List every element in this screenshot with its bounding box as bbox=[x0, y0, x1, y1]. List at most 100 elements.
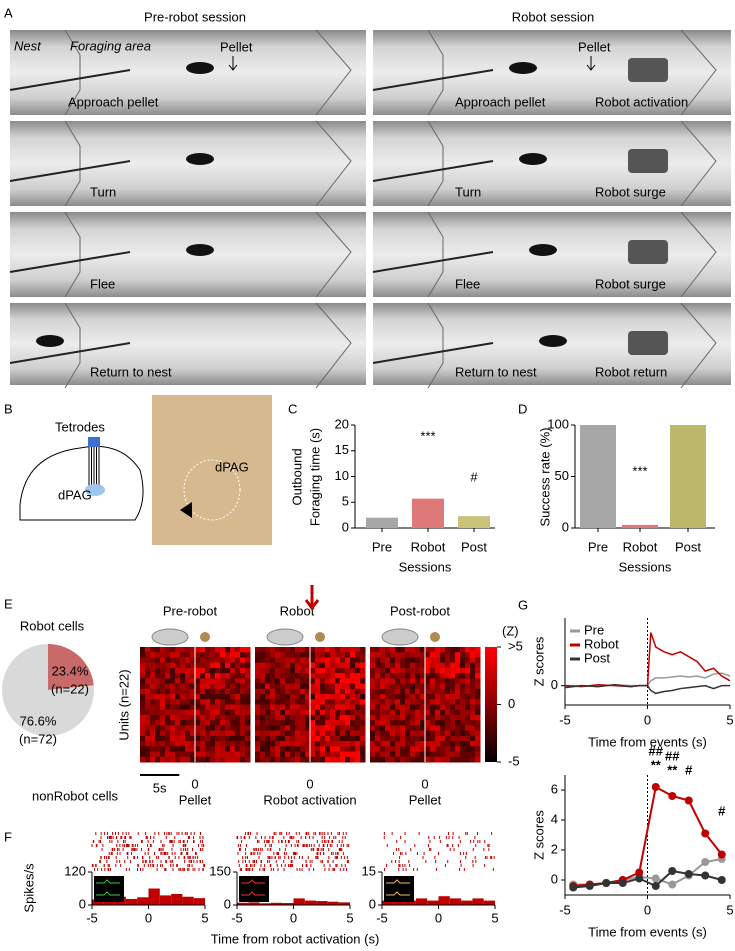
heatmap-texture bbox=[180, 688, 186, 695]
arena-wall bbox=[64, 211, 352, 298]
heatmap-texture bbox=[195, 704, 201, 711]
bar bbox=[580, 425, 616, 528]
heatmap-texture bbox=[430, 746, 436, 753]
heatmap-texture bbox=[195, 714, 201, 721]
heatmap-texture bbox=[455, 735, 461, 742]
heatmap-texture bbox=[255, 756, 261, 763]
heatmap-texture bbox=[430, 683, 436, 690]
heatmap-texture bbox=[420, 688, 426, 695]
heatmap-texture bbox=[195, 730, 201, 737]
heatmap-texture bbox=[280, 694, 286, 700]
heatmap-texture bbox=[295, 735, 301, 742]
heatmap-texture bbox=[440, 704, 446, 711]
heatmap-texture bbox=[450, 709, 456, 716]
histogram-bar bbox=[415, 898, 428, 905]
heatmap-texture bbox=[335, 667, 341, 674]
heatmap-texture bbox=[385, 751, 391, 758]
heatmap-texture bbox=[155, 725, 161, 732]
heatmap-texture bbox=[375, 694, 381, 700]
region-label: dPAG bbox=[58, 487, 92, 502]
heatmap-texture bbox=[155, 720, 161, 726]
pellet-arrow bbox=[586, 56, 596, 71]
heatmap-texture bbox=[460, 735, 466, 742]
heatmap-texture bbox=[430, 714, 436, 721]
heatmap-texture bbox=[205, 709, 211, 716]
heatmap-texture bbox=[180, 694, 186, 700]
heatmap-texture bbox=[295, 667, 301, 674]
heatmap-texture bbox=[245, 756, 251, 763]
heatmap-texture bbox=[435, 714, 441, 721]
heatmap-texture bbox=[395, 735, 401, 742]
heatmap-texture bbox=[265, 699, 271, 705]
heatmap-texture bbox=[420, 647, 426, 653]
heatmap-texture bbox=[390, 720, 396, 726]
heatmap-texture bbox=[335, 714, 341, 721]
heatmap-texture bbox=[450, 667, 456, 674]
heatmap-texture bbox=[475, 662, 481, 669]
heatmap-texture bbox=[230, 699, 236, 705]
colorbar-tick-label: -5 bbox=[508, 753, 520, 768]
heatmap-texture bbox=[180, 704, 186, 711]
heatmap-texture bbox=[155, 657, 161, 664]
heatmap-texture bbox=[395, 730, 401, 737]
histogram-bar bbox=[270, 902, 283, 905]
heatmap-texture bbox=[385, 720, 391, 726]
heatmap-texture bbox=[420, 673, 426, 679]
heatmap-texture bbox=[305, 746, 311, 753]
heatmap-texture bbox=[425, 662, 431, 669]
heatmap-texture bbox=[320, 657, 326, 664]
x-tick-label: -5 bbox=[559, 712, 571, 727]
heatmap-texture bbox=[185, 678, 191, 685]
heatmap-texture bbox=[335, 730, 341, 737]
heatmap-texture bbox=[210, 714, 216, 721]
heatmap-texture bbox=[340, 678, 346, 685]
heatmap-texture bbox=[445, 746, 451, 753]
heatmap-texture bbox=[190, 694, 196, 700]
heatmap-texture bbox=[290, 699, 296, 705]
histogram-bar bbox=[159, 895, 172, 905]
waveform bbox=[241, 879, 265, 896]
pellet-label: Pellet bbox=[578, 39, 611, 54]
series-line bbox=[573, 869, 723, 889]
heatmap-texture bbox=[445, 756, 451, 763]
heatmap-texture bbox=[305, 720, 311, 726]
heatmap-texture bbox=[330, 720, 336, 726]
heatmap-texture bbox=[455, 751, 461, 758]
heatmap-texture bbox=[270, 683, 276, 690]
heatmap-texture bbox=[205, 683, 211, 690]
heatmap-texture bbox=[475, 751, 481, 758]
heatmap-texture bbox=[425, 673, 431, 679]
heatmap-texture bbox=[435, 688, 441, 695]
heatmap-texture bbox=[210, 704, 216, 711]
heatmap-texture bbox=[450, 714, 456, 721]
heatmap-texture bbox=[320, 746, 326, 753]
x-axis-label: Sessions bbox=[399, 559, 452, 574]
heatmap-texture bbox=[200, 683, 206, 690]
heatmap-texture bbox=[460, 725, 466, 732]
heatmap-texture bbox=[195, 652, 201, 658]
heatmap-texture bbox=[345, 694, 351, 700]
heatmap-texture bbox=[265, 647, 271, 653]
heatmap-texture bbox=[465, 704, 471, 711]
heatmap-texture bbox=[380, 746, 386, 753]
heatmap-texture bbox=[330, 678, 336, 685]
mouse-icon bbox=[151, 628, 189, 646]
heatmap-texture bbox=[370, 746, 376, 753]
heatmap-texture bbox=[375, 756, 381, 763]
heatmap-texture bbox=[345, 725, 351, 732]
heatmap-texture bbox=[270, 751, 276, 758]
mouse bbox=[36, 335, 64, 347]
heatmap-texture bbox=[290, 652, 296, 658]
heatmap-texture bbox=[460, 709, 466, 716]
heatmap-texture bbox=[340, 751, 346, 758]
point bbox=[651, 874, 660, 883]
point bbox=[717, 850, 726, 859]
heatmap-texture bbox=[325, 699, 331, 705]
heatmap-texture bbox=[300, 725, 306, 732]
heatmap-texture bbox=[375, 714, 381, 721]
heatmap-texture bbox=[360, 751, 366, 758]
heatmap-texture bbox=[455, 678, 461, 685]
heatmap-texture bbox=[235, 678, 241, 685]
heatmap-texture bbox=[360, 746, 366, 753]
heatmap-texture bbox=[435, 647, 441, 653]
